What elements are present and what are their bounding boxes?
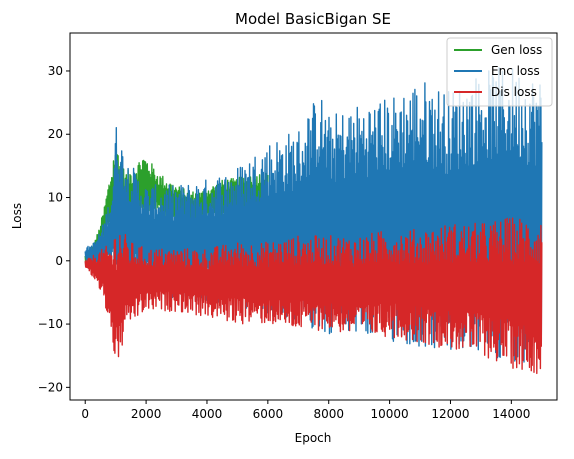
y-axis-ticks: −20 −10 0 10 20 30 [38, 64, 70, 394]
y-tick-label: 10 [48, 191, 63, 205]
y-tick-label: 0 [55, 254, 63, 268]
x-tick-label: 4000 [192, 407, 223, 421]
x-tick-label: 6000 [253, 407, 284, 421]
series-line-dis-loss [84, 217, 543, 375]
x-tick-label: 2000 [131, 407, 162, 421]
legend-box [446, 37, 553, 107]
x-tick-label: 14000 [492, 407, 530, 421]
y-tick-label: −20 [38, 380, 63, 394]
x-tick-label: 8000 [313, 407, 344, 421]
y-tick-label: 20 [48, 127, 63, 141]
x-tick-label: 0 [81, 407, 89, 421]
x-tick-label: 12000 [431, 407, 469, 421]
legend-label: Gen loss [491, 43, 542, 57]
chart-title: Model BasicBigan SE [235, 10, 391, 28]
plot-area [84, 66, 543, 375]
x-tick-label: 10000 [371, 407, 409, 421]
x-axis-ticks: 0 2000 4000 6000 8000 10000 12000 14000 [81, 400, 530, 421]
axes-frame [69, 32, 558, 401]
legend: Gen loss Enc loss Dis loss [446, 37, 553, 107]
legend-label: Enc loss [491, 64, 540, 78]
x-axis-label: Epoch [295, 431, 332, 445]
y-axis-label: Loss [10, 203, 24, 229]
y-tick-label: −10 [38, 317, 63, 331]
legend-label: Dis loss [491, 85, 537, 99]
y-tick-label: 30 [48, 64, 63, 78]
